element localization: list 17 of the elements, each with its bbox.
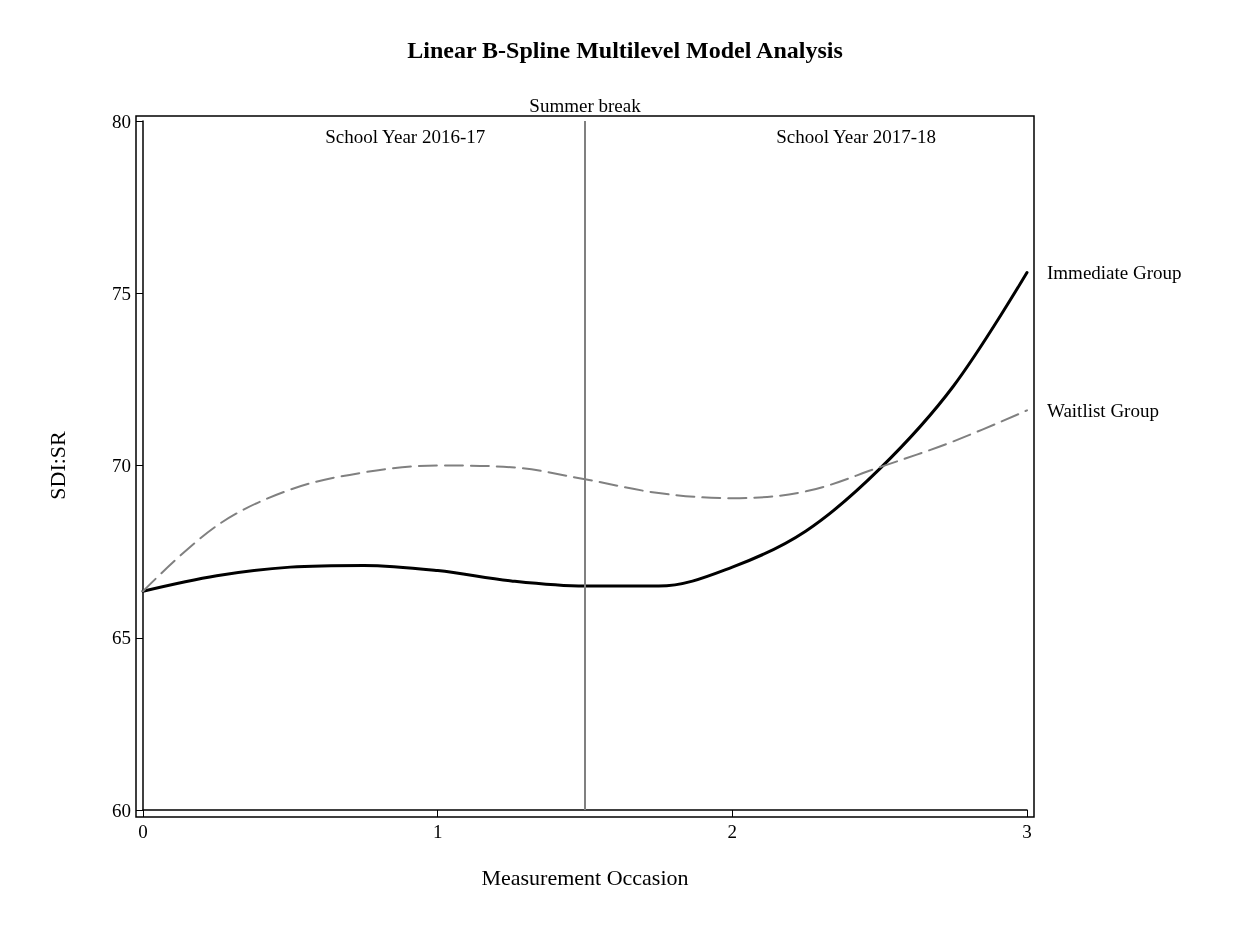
y-tick-label: 60 [112,799,131,821]
y-tick-label: 65 [112,627,131,649]
x-tick-label: 0 [138,821,148,842]
series-label: Waitlist Group [1047,399,1159,421]
y-tick-label: 80 [112,110,131,132]
series-label: Immediate Group [1047,262,1182,284]
y-tick-label: 75 [112,282,131,304]
chart-title: Linear B-Spline Multilevel Model Analysis [407,37,843,63]
annotation: School Year 2016-17 [325,126,486,147]
y-axis-title: SDI:SR [44,430,70,500]
y-tick-label: 70 [112,455,131,476]
x-axis-title: Measurement Occasion [481,864,689,890]
annotation: School Year 2017-18 [776,126,937,147]
x-tick-label: 1 [432,821,443,842]
x-tick-label: 2 [727,821,738,842]
x-tick-label: 3 [1022,821,1032,842]
ref-line-label: Summer break [529,95,642,116]
